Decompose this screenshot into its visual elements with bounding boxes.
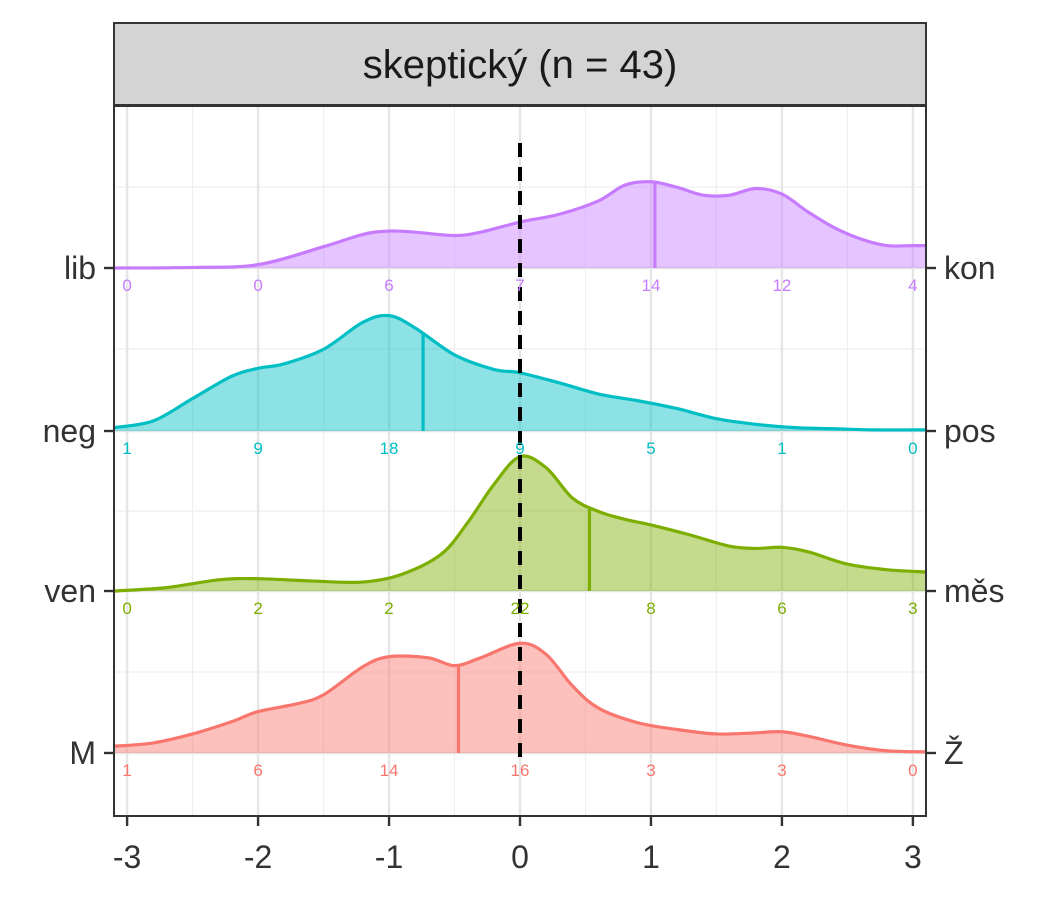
count-label: 9 <box>253 439 262 458</box>
count-label: 9 <box>515 439 524 458</box>
count-label: 18 <box>380 439 399 458</box>
count-label: 6 <box>253 761 262 780</box>
count-label: 0 <box>253 276 262 295</box>
ridge-ven-měs <box>113 454 927 593</box>
count-label: 0 <box>908 439 917 458</box>
ridge-neg-pos <box>113 313 926 432</box>
density-line <box>113 454 927 593</box>
count-label: 3 <box>777 761 786 780</box>
x-tick-label: -2 <box>244 839 272 875</box>
count-label: 1 <box>122 439 131 458</box>
x-tick-label: 0 <box>511 839 529 875</box>
count-label: 3 <box>908 599 917 618</box>
y-label-left: M <box>69 735 96 771</box>
density-line <box>113 180 926 270</box>
count-label: 1 <box>122 761 131 780</box>
x-tick-label: -1 <box>375 839 403 875</box>
count-label: 14 <box>380 761 399 780</box>
count-label: 14 <box>642 276 661 295</box>
count-label: 8 <box>646 599 655 618</box>
x-tick-label: 2 <box>773 839 791 875</box>
count-label: 3 <box>646 761 655 780</box>
facet-strip: skeptický (n = 43) <box>113 22 927 106</box>
density-line <box>113 313 926 432</box>
count-label: 2 <box>384 599 393 618</box>
x-tick-label: 3 <box>904 839 922 875</box>
y-label-right: měs <box>944 573 1004 609</box>
facet-strip-background <box>113 22 927 106</box>
count-label: 0 <box>908 761 917 780</box>
count-label: 2 <box>253 599 262 618</box>
count-label: 6 <box>777 599 786 618</box>
count-label: 0 <box>122 599 131 618</box>
y-label-left: neg <box>43 413 96 449</box>
count-labels: 0 0 6 7 14 12 41 9 18 9 5 1 00 2 2 22 8 6 31 6 14 16 3 3 0 <box>122 276 917 780</box>
count-label: 0 <box>122 276 131 295</box>
count-label: 22 <box>511 599 530 618</box>
y-label-right: pos <box>944 413 996 449</box>
count-label: 1 <box>777 439 786 458</box>
y-label-left: ven <box>44 573 96 609</box>
density-area <box>114 455 926 591</box>
count-label: 4 <box>908 276 917 295</box>
y-label-right: kon <box>944 250 996 286</box>
x-tick-label: 1 <box>642 839 660 875</box>
y-label-left: lib <box>64 250 96 286</box>
count-label: 16 <box>511 761 530 780</box>
facet-title: skeptický (n = 43) <box>363 43 678 87</box>
y-label-right: Ž <box>944 735 964 771</box>
x-tick-label: -3 <box>113 839 141 875</box>
count-label: 7 <box>515 276 524 295</box>
density-line <box>113 641 927 754</box>
count-label: 5 <box>646 439 655 458</box>
count-label: 6 <box>384 276 393 295</box>
count-label: 12 <box>772 276 791 295</box>
